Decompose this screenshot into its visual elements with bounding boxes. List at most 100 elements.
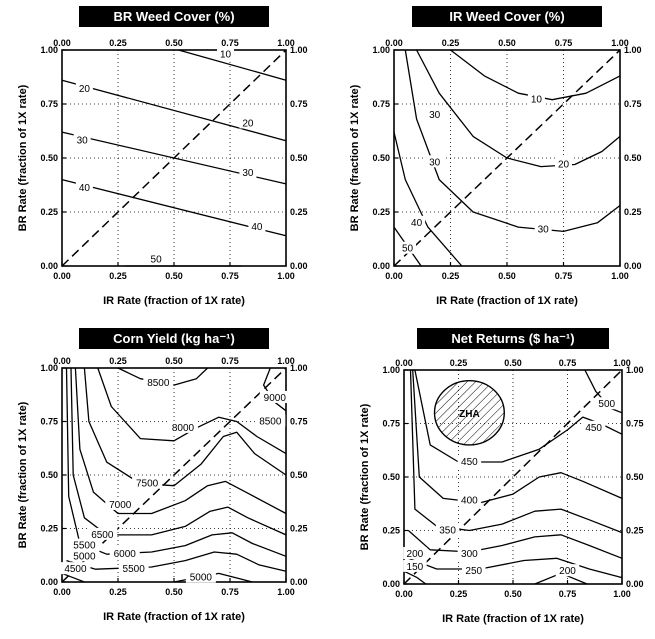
contour-line [404,49,621,233]
tick-label-y-left: 0.25 [382,526,400,536]
contour-label: 30 [429,157,441,168]
contour-label: 30 [77,136,89,147]
contour-label-bg [239,116,257,129]
contour-label-bg [69,538,100,551]
contour-label: 4500 [64,564,87,575]
contour-label: 20 [558,159,570,170]
tick-label-x-top: 0.75 [221,38,239,48]
contour-label-bg [555,157,572,170]
contour-label-bg [143,375,174,388]
contour-label: 5500 [123,564,146,575]
tick-label-x-top: 0.00 [53,356,71,366]
tick-label-y-right: 0.25 [624,207,642,217]
tick-label-y-left: 0.75 [372,99,390,109]
contour-line [117,367,209,386]
tick-label-y-left: 0.25 [372,207,390,217]
contour-label: 350 [439,526,456,537]
contour-line [65,367,287,557]
tick-label-y-right: 0.00 [290,577,308,587]
contour-label: 400 [461,496,478,507]
tick-label-x-top: 1.00 [277,356,295,366]
panel-1: BR Weed Cover (%)0.000.000.00 0.000.250.2… [17,6,308,307]
panel-title: IR Weed Cover (%) [449,9,564,24]
y-axis-label: BR Rate (fraction of 1X rate) [359,403,371,550]
contour-label-bg [403,559,427,572]
tick-label-x-top: 0.00 [53,38,71,48]
tick-label-y-right: 0.75 [290,417,308,427]
contour-label: 450 [461,457,478,468]
title-box [412,6,602,27]
contour-line [83,367,287,487]
tick-label-x-bottom: 0.00 [53,587,71,597]
y-axis-label: BR Rate (fraction of 1X rate) [17,401,29,548]
contour-label-bg [555,564,580,577]
contour-label: 250 [465,566,482,577]
contour-label: 10 [531,95,543,106]
plot-frame [403,369,623,585]
contour-line [408,557,623,579]
tick-label-x-bottom: 0.75 [221,271,239,281]
contour-label-bg [239,166,257,179]
contour-label-bg [457,455,482,468]
contour-label-bg [118,562,149,575]
tick-label-y-right: 0.25 [290,524,308,534]
tick-label-x-bottom: 0.50 [498,271,516,281]
tick-label-x-bottom: 0.75 [221,587,239,597]
contour-label-bg [73,133,91,146]
tick-label-x-bottom: 0.00 [385,271,403,281]
tick-label-x-bottom: 0.25 [442,271,460,281]
tick-label-y-left: 0.00 [40,261,58,271]
contour-line [407,530,623,559]
tick-label-x-bottom: 0.00 [53,271,71,281]
contour-label: 8500 [259,417,282,428]
contour-label: 30 [429,110,441,121]
tick-label-y-right: 1.00 [290,45,308,55]
x-axis-label: IR Rate (fraction of 1X rate) [436,295,578,307]
contour-label-bg [69,549,100,562]
contour-label-bg [399,241,417,254]
contour-label: 5500 [73,541,96,552]
tick-label-x-top: 0.25 [442,38,460,48]
tick-label-x-bottom: 0.50 [504,589,522,599]
reference-diagonal [403,369,623,585]
contour-label-bg [217,47,235,60]
tick-label-y-left: 1.00 [40,45,58,55]
contour-label: 10 [220,49,232,60]
contour-label-bg [255,414,286,427]
tick-label-y-left: 0.75 [382,419,400,429]
reference-diagonal [393,49,621,267]
tick-label-x-top: 0.25 [109,356,127,366]
tick-label-x-bottom: 0.50 [165,271,183,281]
tick-label-y-right: 1.00 [626,365,644,375]
tick-label-y-left: 0.50 [40,470,58,480]
contour-label-bg [581,420,606,433]
tick-label-y-right: 0.25 [290,207,308,217]
tick-label-x-bottom: 0.50 [165,587,183,597]
tick-label-x-top: 1.00 [613,358,631,368]
tick-label-x-top: 1.00 [277,38,295,48]
contour-label: 8000 [172,423,195,434]
tick-label-y-left: 1.00 [382,365,400,375]
tick-label-y-right: 0.50 [290,153,308,163]
tick-label-y-left: 1.00 [40,363,58,373]
contour-label-bg [259,390,290,403]
optimal-region [433,379,505,446]
tick-label-y-left: 0.50 [372,153,390,163]
tick-label-y-left: 0.50 [40,153,58,163]
tick-label-x-top: 1.00 [611,38,629,48]
tick-label-y-left: 0.50 [382,472,400,482]
contour-label-bg [403,547,427,560]
contour-label-bg [408,215,426,228]
contour-label-bg [527,92,545,105]
contour-label: 300 [461,549,478,560]
tick-label-x-bottom: 1.00 [611,271,629,281]
contour-line [409,369,623,534]
title-box [79,328,269,349]
title-box [417,328,609,349]
tick-label-y-left: 0.00 [40,577,58,587]
tick-label-x-bottom: 0.25 [109,587,127,597]
tick-label-y-right: 0.75 [624,99,642,109]
contour-label: 500 [598,399,615,410]
tick-label-x-top: 0.00 [395,358,413,368]
contour-line [70,367,287,536]
